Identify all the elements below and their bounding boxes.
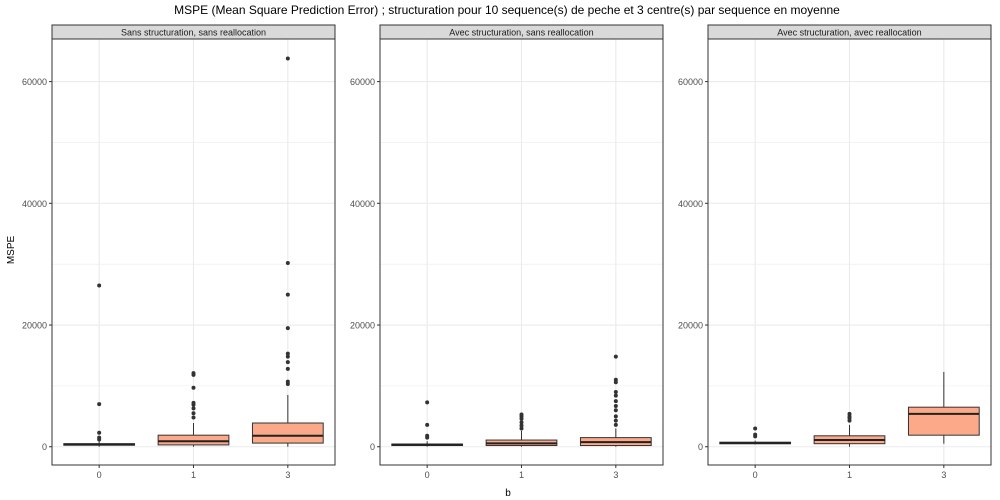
facet-panel: Avec structuration, avec reallocation 0 20…: [678, 24, 992, 480]
box-0: [63, 283, 136, 447]
x-tick-label: 3: [613, 470, 618, 480]
facet-panel: Avec structuration, sans reallocation 0 20…: [350, 24, 664, 480]
facet-panel: Sans structuration, sans reallocation 0 20…: [22, 24, 336, 480]
outlier-point: [191, 371, 196, 376]
x-tick-label: 3: [285, 470, 290, 480]
x-tick-label: 0: [97, 470, 102, 480]
outlier-point: [285, 379, 290, 384]
x-tick-label: 1: [519, 470, 524, 480]
x-tick-label: 0: [425, 470, 430, 480]
box-iqr: [251, 422, 324, 444]
facet-strip-label: Avec structuration, avec reallocation: [777, 28, 921, 38]
box-3: [907, 371, 980, 444]
outlier-point: [613, 354, 618, 359]
outlier-point: [613, 422, 618, 427]
outlier-point: [285, 354, 290, 359]
outlier-point: [191, 400, 196, 405]
facet-strip-label: Sans structuration, sans reallocation: [121, 28, 266, 38]
outlier-point: [285, 366, 290, 371]
facet-strip: [379, 24, 664, 40]
outlier-point: [753, 432, 758, 437]
outlier-point: [425, 422, 430, 427]
outlier-point: [613, 393, 618, 398]
outlier-point: [191, 415, 196, 420]
facet-strip-label: Avec structuration, sans reallocation: [449, 28, 593, 38]
box-3: [579, 354, 652, 447]
y-tick-label: 0: [698, 442, 703, 452]
y-tick-label: 40000: [678, 199, 703, 209]
outlier-point: [613, 399, 618, 404]
y-tick-label: 60000: [678, 77, 703, 87]
chart-title: MSPE (Mean Square Prediction Error) ; st…: [174, 3, 840, 17]
outlier-point: [97, 283, 102, 288]
x-tick-label: 1: [191, 470, 196, 480]
outlier-point: [97, 430, 102, 435]
outlier-point: [191, 385, 196, 390]
outlier-point: [613, 408, 618, 413]
facet-panels: Sans structuration, sans reallocation 0 20…: [22, 24, 992, 480]
outlier-point: [425, 400, 430, 405]
outlier-point: [425, 433, 430, 438]
x-tick-label: 0: [753, 470, 758, 480]
facet-strip: [51, 24, 336, 40]
y-tick-label: 40000: [22, 199, 47, 209]
x-axis-label: b: [505, 488, 511, 499]
outlier-point: [97, 435, 102, 440]
box-0: [719, 426, 792, 445]
outlier-point: [191, 411, 196, 416]
outlier-point: [519, 423, 524, 428]
y-tick-label: 60000: [350, 77, 375, 87]
outlier-point: [97, 402, 102, 407]
outlier-point: [285, 292, 290, 297]
outlier-point: [285, 360, 290, 365]
y-tick-label: 20000: [22, 321, 47, 331]
box-1: [485, 412, 558, 447]
outlier-point: [753, 426, 758, 431]
outlier-point: [285, 260, 290, 265]
box-0: [391, 400, 464, 447]
outlier-point: [519, 420, 524, 425]
outlier-point: [613, 418, 618, 423]
y-tick-label: 60000: [22, 77, 47, 87]
outlier-point: [613, 389, 618, 394]
x-tick-label: 1: [847, 470, 852, 480]
outlier-point: [613, 403, 618, 408]
box-3: [251, 56, 324, 447]
x-tick-label: 3: [941, 470, 946, 480]
outlier-point: [519, 426, 524, 431]
outlier-point: [519, 412, 524, 417]
y-tick-label: 20000: [350, 321, 375, 331]
outlier-point: [285, 351, 290, 356]
box-1: [813, 411, 886, 447]
outlier-point: [847, 411, 852, 416]
outlier-point: [613, 414, 618, 419]
outlier-point: [285, 326, 290, 331]
y-tick-label: 0: [42, 442, 47, 452]
y-tick-label: 20000: [678, 321, 703, 331]
facet-strip: [707, 24, 992, 40]
y-tick-label: 40000: [350, 199, 375, 209]
box-iqr: [157, 434, 230, 446]
box-1: [157, 371, 230, 447]
outlier-point: [613, 377, 618, 382]
outlier-point: [191, 406, 196, 411]
y-tick-label: 0: [370, 442, 375, 452]
box-iqr: [907, 406, 980, 436]
y-axis-label: MSPE: [6, 236, 17, 265]
outlier-point: [285, 56, 290, 61]
